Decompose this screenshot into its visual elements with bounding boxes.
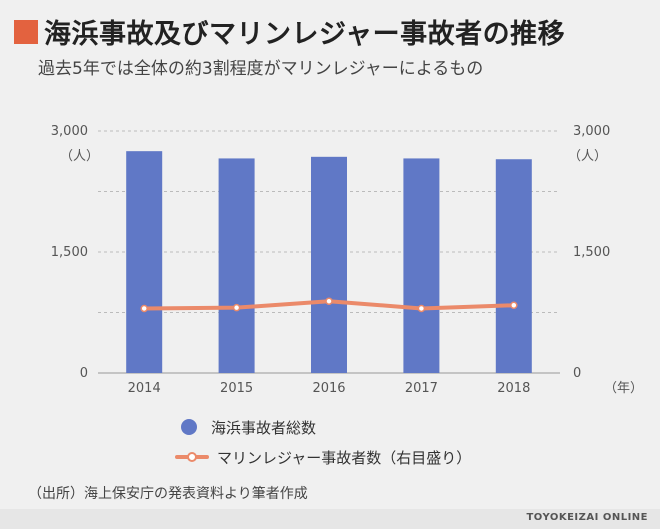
legend-item-bar: 海浜事故者総数	[175, 412, 471, 442]
legend: 海浜事故者総数 マリンレジャー事故者数（右目盛り）	[175, 412, 471, 472]
right-axis-unit: （人）	[568, 149, 608, 164]
line-point	[140, 304, 148, 313]
legend-bar-swatch	[181, 419, 197, 435]
bar	[495, 159, 532, 373]
y2-tick-label: 3,000	[573, 124, 610, 139]
y-tick-label: 0	[80, 366, 88, 381]
chart-subtitle: 過去5年では全体の約3割程度がマリンレジャーによるもの	[38, 59, 484, 79]
bar	[126, 151, 163, 373]
chart-title: 海浜事故及びマリンレジャー事故者の推移	[44, 19, 566, 50]
footer-bar: TOYOKEIZAI ONLINE	[0, 509, 660, 529]
bar	[311, 156, 347, 373]
x-tick-label: 2016	[312, 381, 345, 396]
bar	[218, 158, 255, 373]
line-point	[232, 303, 241, 312]
left-axis-unit: （人）	[60, 149, 100, 164]
y-tick-label: 3,000	[51, 124, 88, 139]
x-tick-label: 2018	[497, 381, 530, 396]
line-point	[510, 301, 518, 309]
x-tick-label: 2015	[220, 381, 253, 396]
line-point	[417, 304, 426, 313]
legend-line-label: マリンレジャー事故者数（右目盛り）	[217, 448, 472, 467]
legend-item-line: マリンレジャー事故者数（右目盛り）	[175, 442, 471, 472]
x-axis-unit: （年）	[604, 381, 643, 396]
x-tick-label: 2014	[128, 381, 161, 396]
line-point	[325, 297, 333, 305]
legend-line-swatch	[175, 449, 209, 465]
title-marker	[14, 19, 38, 44]
legend-bar-label: 海浜事故者総数	[211, 418, 317, 437]
y-tick-label: 1,500	[51, 245, 88, 260]
y2-tick-label: 0	[573, 366, 581, 381]
y2-tick-label: 1,500	[573, 245, 610, 260]
title-wrap: 海浜事故及びマリンレジャー事故者の推移	[14, 12, 565, 51]
x-tick-label: 2017	[405, 381, 438, 396]
brand-label: TOYOKEIZAI ONLINE	[526, 512, 648, 523]
source-note: （出所）海上保安庁の発表資料より筆者作成	[28, 486, 308, 502]
bar	[403, 158, 440, 373]
